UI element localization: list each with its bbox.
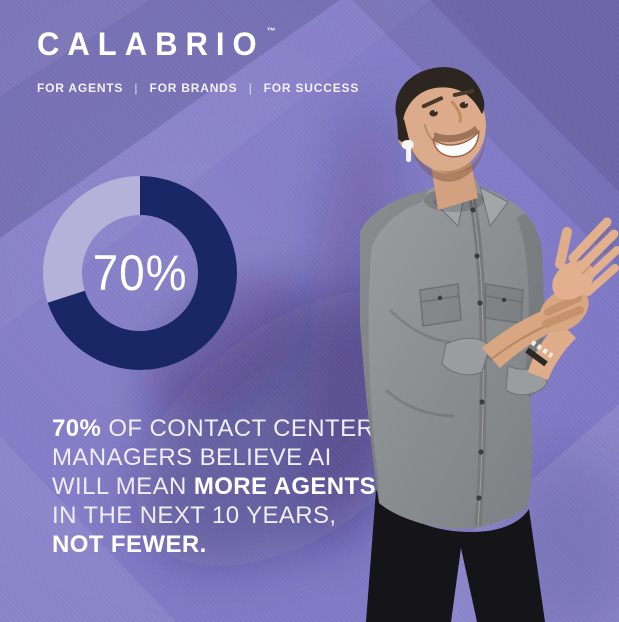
- tagline-item-brands: FOR BRANDS: [149, 81, 238, 95]
- tagline-divider: |: [248, 81, 253, 95]
- pocket-button: [437, 295, 443, 301]
- brand-header: CALABRIO ™ FOR AGENTS | FOR BRANDS | FOR…: [37, 25, 359, 95]
- nose: [450, 100, 462, 124]
- sideburn: [397, 119, 410, 143]
- donut-segment-filled: [43, 176, 237, 370]
- head: [395, 67, 487, 182]
- brand-tagline: FOR AGENTS | FOR BRANDS | FOR SUCCESS: [37, 81, 359, 95]
- stubble: [406, 127, 487, 182]
- thumb: [555, 227, 572, 269]
- clapping-hands: [539, 217, 619, 332]
- tagline-divider: |: [134, 81, 139, 95]
- statistic-line: MANAGERS BELIEVE AI: [52, 443, 392, 472]
- trademark-symbol: ™: [266, 26, 277, 36]
- tagline-item-agents: FOR AGENTS: [37, 81, 124, 95]
- pocket-button: [501, 297, 507, 303]
- stat-text: WILL MEAN: [52, 473, 194, 500]
- brand-logo: CALABRIO: [37, 25, 265, 63]
- watch-band: [525, 347, 548, 367]
- stat-bold-not-fewer: NOT FEWER.: [52, 531, 207, 558]
- eye-glint: [434, 110, 437, 113]
- hair: [395, 67, 485, 123]
- statistic-line: 70% OF CONTACT CENTER: [52, 414, 392, 443]
- eye-glint: [464, 101, 467, 104]
- smile-crease: [423, 123, 439, 146]
- stat-bold-more-agents: MORE AGENTS: [193, 473, 376, 500]
- pants: [366, 490, 545, 622]
- tagline-item-success: FOR SUCCESS: [263, 81, 360, 95]
- placket-stitch: [470, 191, 484, 527]
- donut-chart: 70%: [43, 176, 237, 370]
- stat-text: IN THE NEXT 10 YEARS,: [52, 502, 337, 529]
- earbud: [401, 139, 414, 150]
- eyebrows: [421, 89, 475, 109]
- statistic-line: IN THE NEXT 10 YEARS,: [52, 501, 392, 530]
- donut-center-value: 70%: [92, 245, 188, 301]
- mustache: [433, 125, 479, 143]
- statistic-line: NOT FEWER.: [52, 530, 392, 559]
- rolled-cuff-left: [441, 337, 491, 376]
- statistic-text: 70% OF CONTACT CENTER MANAGERS BELIEVE A…: [52, 414, 392, 559]
- collar-right: [479, 186, 509, 228]
- stat-text: OF CONTACT CENTER: [101, 415, 375, 442]
- man-photo: [330, 60, 619, 622]
- forearm-right: [528, 322, 576, 380]
- statistic-line: WILL MEAN MORE AGENTS: [52, 472, 392, 501]
- stat-bold-70: 70%: [52, 415, 102, 442]
- stat-text: MANAGERS BELIEVE AI: [52, 444, 332, 471]
- earbud-stem: [406, 147, 412, 163]
- smile: [432, 129, 480, 158]
